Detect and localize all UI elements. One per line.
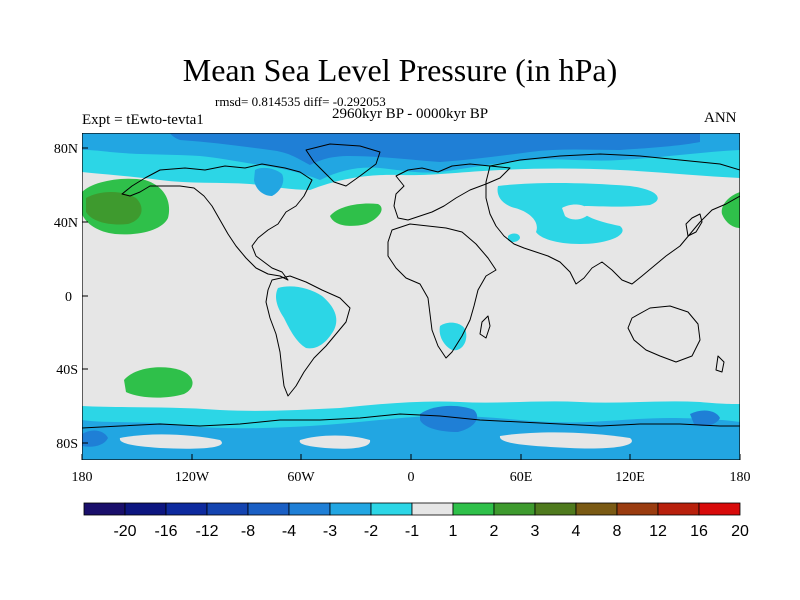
lon-label-180w: 180 (72, 470, 93, 485)
colorbar-label: -12 (195, 523, 218, 540)
lat-label-40s: 40S (56, 363, 78, 378)
middle-east-low (508, 233, 520, 243)
colorbar-swatch (616, 502, 659, 516)
lon-label-120w: 120W (175, 470, 210, 485)
antarctic-interior-patch-1 (119, 434, 222, 449)
antarctic-blue-patch (82, 430, 108, 447)
coastline-asia (485, 153, 740, 285)
north-atlantic-high (330, 203, 382, 226)
colorbar-swatch (534, 502, 577, 516)
ross-strong-low (690, 410, 720, 426)
stats-line: rmsd= 0.814535 diff= -0.292053 (215, 94, 386, 109)
colorbar-label: -8 (241, 523, 255, 540)
antarctic-interior-patch-2 (499, 432, 632, 449)
coastline-africa (387, 223, 497, 359)
colorbar-swatch (698, 502, 741, 516)
colorbar-swatch (452, 502, 495, 516)
lat-label-80n: 80N (54, 142, 78, 157)
colorbar-swatch (575, 502, 618, 516)
colorbar-swatch (247, 502, 290, 516)
colorbar-label: 1 (449, 523, 458, 540)
colorbar-swatch (329, 502, 372, 516)
canada-low-patch (254, 167, 284, 196)
west-pacific-high (721, 192, 740, 228)
greenland-strong-low (170, 133, 700, 165)
coastline-madagascar (479, 315, 491, 339)
map-title: Mean Sea Level Pressure (in hPa) (182, 52, 618, 88)
experiment-label: Expt = tEwto-tevta1 (82, 112, 204, 128)
colorbar-label: 3 (531, 523, 540, 540)
colorbar-label: 4 (572, 523, 581, 540)
coastline-south-america (265, 275, 351, 397)
period-label: 2960kyr BP - 0000kyr BP (331, 106, 489, 122)
central-asia-high-hole (562, 204, 590, 220)
colorbar-swatch (124, 502, 167, 516)
antarctic-anomaly-field (82, 401, 740, 460)
colorbar-swatch (493, 502, 536, 516)
colorbar-swatch (411, 502, 454, 516)
colorbar-swatch (657, 502, 700, 516)
colorbar-label: -4 (282, 523, 296, 540)
lon-label-180e: 180 (730, 470, 751, 485)
colorbar-label: -3 (323, 523, 337, 540)
lat-label-80s: 80S (56, 437, 78, 452)
south-pacific-high (124, 367, 193, 398)
colorbar: -20 -16 -12 -8 -4 -3 -2 -1 1 2 3 4 8 12 16 20 (83, 502, 749, 540)
colorbar-label: 16 (690, 523, 708, 540)
coastline-australia (627, 305, 701, 363)
eurasia-anomaly-field (497, 183, 658, 244)
colorbar-swatch (288, 502, 331, 516)
colorbar-label: -16 (154, 523, 177, 540)
coastline-japan (685, 213, 703, 237)
colorbar-label: -1 (405, 523, 419, 540)
antarctic-interior-patch-3 (299, 435, 371, 449)
lon-axis (81, 454, 741, 460)
southern-africa-low (439, 322, 467, 351)
colorbar-swatch (165, 502, 208, 516)
colorbar-label: 12 (649, 523, 667, 540)
lon-label-120e: 120E (615, 470, 645, 485)
coastlines (82, 143, 740, 429)
weddell-strong-low (420, 405, 478, 432)
colorbar-swatch (206, 502, 249, 516)
north-pacific-high-inner (86, 192, 142, 225)
colorbar-swatch (370, 502, 413, 516)
season-label: ANN (704, 110, 737, 126)
coastline-europe (393, 163, 511, 221)
colorbar-label: -20 (113, 523, 136, 540)
coastline-new-zealand (715, 355, 725, 373)
south-america-low (276, 286, 337, 349)
colorbar-swatch (83, 502, 126, 516)
lat-axis (82, 147, 88, 444)
colorbar-label: 2 (490, 523, 499, 540)
southern-ocean-blue-band (82, 415, 740, 460)
colorbar-label: 8 (613, 523, 622, 540)
map-panel (82, 133, 740, 460)
colorbar-label: -2 (364, 523, 378, 540)
lon-label-60e: 60E (510, 470, 533, 485)
colorbar-label: 20 (731, 523, 749, 540)
lon-label-60w: 60W (287, 470, 315, 485)
arctic-anomaly-field (82, 133, 740, 196)
coastline-north-america (121, 163, 313, 281)
coastline-antarctica (82, 413, 740, 429)
lat-label-40n: 40N (54, 216, 78, 231)
north-pacific-anomaly (82, 178, 170, 235)
lat-label-0: 0 (65, 290, 72, 305)
coastline-greenland (305, 143, 381, 187)
lon-label-0: 0 (408, 470, 415, 485)
